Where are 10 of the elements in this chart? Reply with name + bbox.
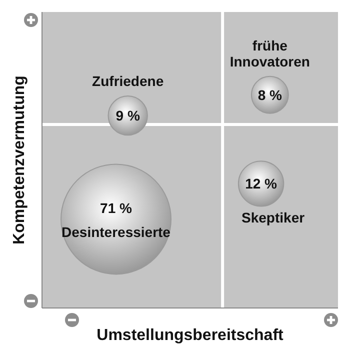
data-label: 9 % xyxy=(116,108,140,124)
category-label: Skeptiker xyxy=(242,209,306,226)
text: Kompetenzvermutung xyxy=(11,76,28,244)
data-label: 8 % xyxy=(258,86,283,103)
category-label: Zufriedene xyxy=(92,73,164,90)
text: Umstellungsbereitschaft xyxy=(96,327,284,344)
category-label: Desinteressierte xyxy=(62,224,171,240)
data-label: 71 % xyxy=(100,200,132,216)
data-label: 12 % xyxy=(245,176,278,192)
category-label: frühe Innovatoren xyxy=(230,37,310,70)
